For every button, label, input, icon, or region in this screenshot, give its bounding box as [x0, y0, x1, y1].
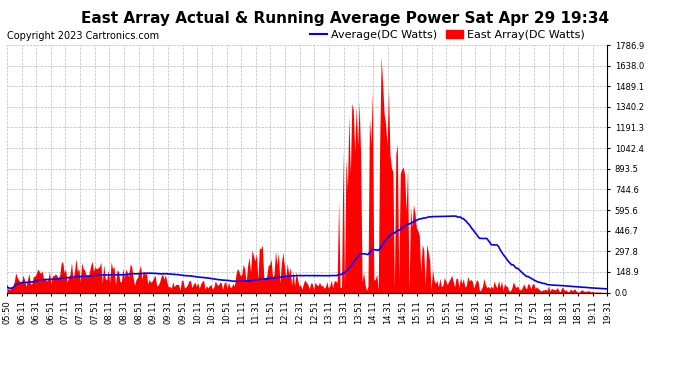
- Text: East Array Actual & Running Average Power Sat Apr 29 19:34: East Array Actual & Running Average Powe…: [81, 11, 609, 26]
- Legend: Average(DC Watts), East Array(DC Watts): Average(DC Watts), East Array(DC Watts): [306, 26, 590, 45]
- Text: Copyright 2023 Cartronics.com: Copyright 2023 Cartronics.com: [7, 32, 159, 41]
